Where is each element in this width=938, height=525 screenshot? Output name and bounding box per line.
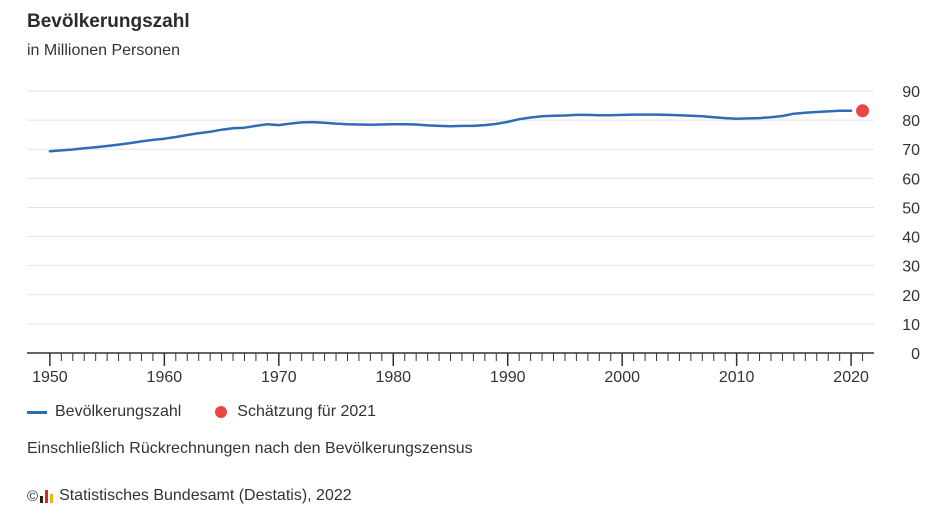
- legend-item-population[interactable]: Bevölkerungszahl: [27, 403, 181, 421]
- legend: Bevölkerungszahl Schätzung für 2021: [27, 400, 410, 424]
- legend-line-swatch: [27, 410, 47, 414]
- x-tick-label-2000: 2000: [604, 369, 640, 386]
- chart-title: Bevölkerungszahl: [27, 11, 190, 32]
- y-tick-label-0: 0: [911, 346, 920, 363]
- y-tick-label-80: 80: [902, 113, 920, 130]
- destatis-logo-icon: [39, 489, 55, 503]
- x-tick-label-1950: 1950: [32, 369, 68, 386]
- legend-dot-swatch: [215, 406, 228, 418]
- legend-item-estimate[interactable]: Schätzung für 2021: [215, 403, 376, 421]
- y-tick-label-50: 50: [902, 200, 920, 217]
- y-tick-label-10: 10: [902, 317, 920, 334]
- legend-label-estimate: Schätzung für 2021: [237, 403, 377, 420]
- x-tick-label-1990: 1990: [490, 369, 526, 386]
- legend-label-population: Bevölkerungszahl: [55, 403, 182, 420]
- x-tick-label-1980: 1980: [375, 369, 411, 386]
- y-tick-label-90: 90: [902, 84, 920, 101]
- y-tick-label-30: 30: [902, 259, 920, 276]
- source-text[interactable]: Statistisches Bundesamt (Destatis), 2022: [59, 487, 352, 504]
- series-line-population: [48, 109, 853, 153]
- y-tick-label-70: 70: [902, 142, 920, 159]
- x-tick-label-2010: 2010: [719, 369, 755, 386]
- x-tick-label-1970: 1970: [261, 369, 297, 386]
- chart-subtitle: in Millionen Personen: [27, 42, 180, 59]
- estimate-point-2021: [856, 104, 870, 118]
- y-tick-label-20: 20: [902, 288, 920, 305]
- y-tick-label-60: 60: [902, 171, 920, 188]
- copyright-icon: ©: [27, 487, 39, 505]
- x-tick-label-1960: 1960: [147, 369, 183, 386]
- y-tick-label-40: 40: [902, 230, 920, 247]
- line-chart: 0 10 20 30 40 50 60 70 80 90 1950 1960 1970 1980 1990 2…: [27, 84, 920, 386]
- x-tick-label-2020: 2020: [833, 369, 869, 386]
- source-footer: © Statistisches Bundesamt (Destatis), 20…: [27, 487, 352, 505]
- chart-note: Einschließlich Rückrechnungen nach den B…: [27, 440, 473, 457]
